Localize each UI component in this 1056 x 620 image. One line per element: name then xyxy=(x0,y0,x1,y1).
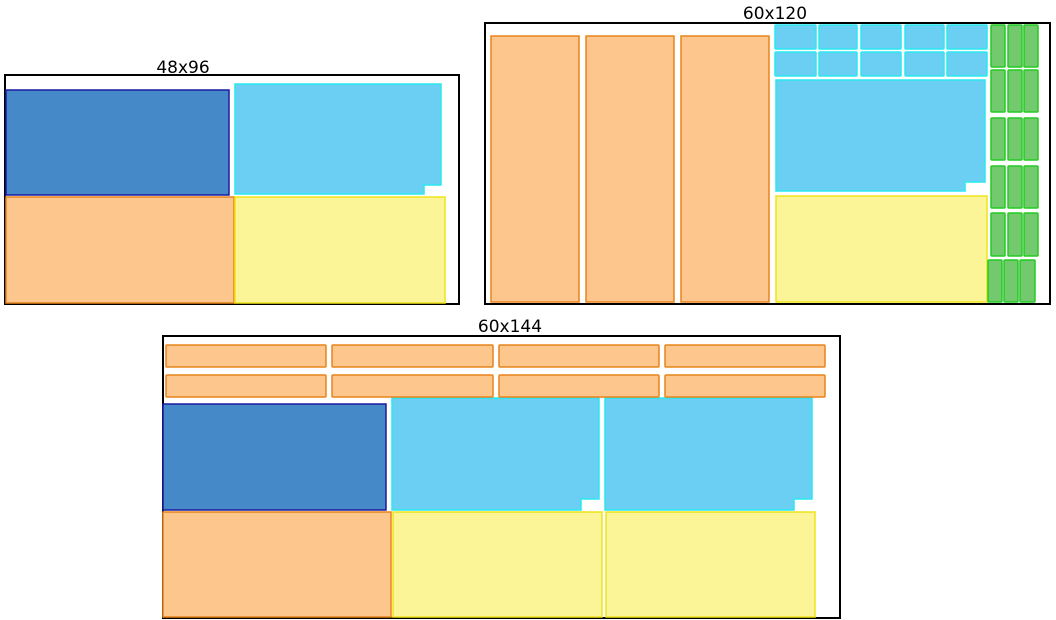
piece xyxy=(604,397,813,511)
piece xyxy=(234,196,446,304)
piece xyxy=(946,51,988,77)
piece xyxy=(331,344,494,368)
piece xyxy=(1007,212,1023,257)
piece xyxy=(165,344,327,368)
piece xyxy=(990,69,1006,113)
piece xyxy=(860,51,902,77)
panel: 48x96 xyxy=(4,58,460,305)
piece xyxy=(946,24,988,50)
piece xyxy=(162,511,392,618)
sheet-label: 48x96 xyxy=(156,58,209,78)
piece xyxy=(1003,259,1019,303)
piece xyxy=(165,374,327,398)
piece xyxy=(5,89,230,196)
piece xyxy=(391,397,600,511)
piece xyxy=(818,24,858,50)
piece xyxy=(775,79,986,192)
piece xyxy=(1023,117,1039,161)
sheet-label: 60x120 xyxy=(743,4,807,24)
piece xyxy=(1007,69,1023,113)
piece xyxy=(990,24,1006,68)
piece xyxy=(904,51,945,77)
piece xyxy=(234,83,442,195)
piece xyxy=(860,24,902,50)
piece xyxy=(1023,165,1039,209)
piece xyxy=(775,195,988,303)
sheet-label: 60x144 xyxy=(478,317,542,337)
piece xyxy=(990,165,1006,209)
piece xyxy=(605,511,816,618)
piece xyxy=(1019,259,1036,303)
piece xyxy=(1023,69,1039,113)
piece xyxy=(162,403,387,511)
piece xyxy=(774,51,817,77)
piece xyxy=(1007,165,1023,209)
piece xyxy=(5,196,235,304)
piece xyxy=(1007,117,1023,161)
piece xyxy=(585,35,675,303)
piece xyxy=(664,374,826,398)
piece xyxy=(904,24,945,50)
piece xyxy=(498,374,660,398)
piece xyxy=(774,24,817,50)
piece xyxy=(818,51,858,77)
piece xyxy=(990,117,1006,161)
piece xyxy=(987,259,1003,303)
piece xyxy=(498,344,660,368)
piece xyxy=(331,374,494,398)
panel: 60x120 xyxy=(484,4,1051,305)
piece xyxy=(1023,24,1039,68)
piece xyxy=(1007,24,1023,68)
piece xyxy=(990,212,1006,257)
piece xyxy=(392,511,603,618)
panel: 60x144 xyxy=(162,317,841,619)
piece xyxy=(680,35,770,303)
piece xyxy=(664,344,826,368)
piece xyxy=(1023,212,1039,257)
piece xyxy=(490,35,580,303)
